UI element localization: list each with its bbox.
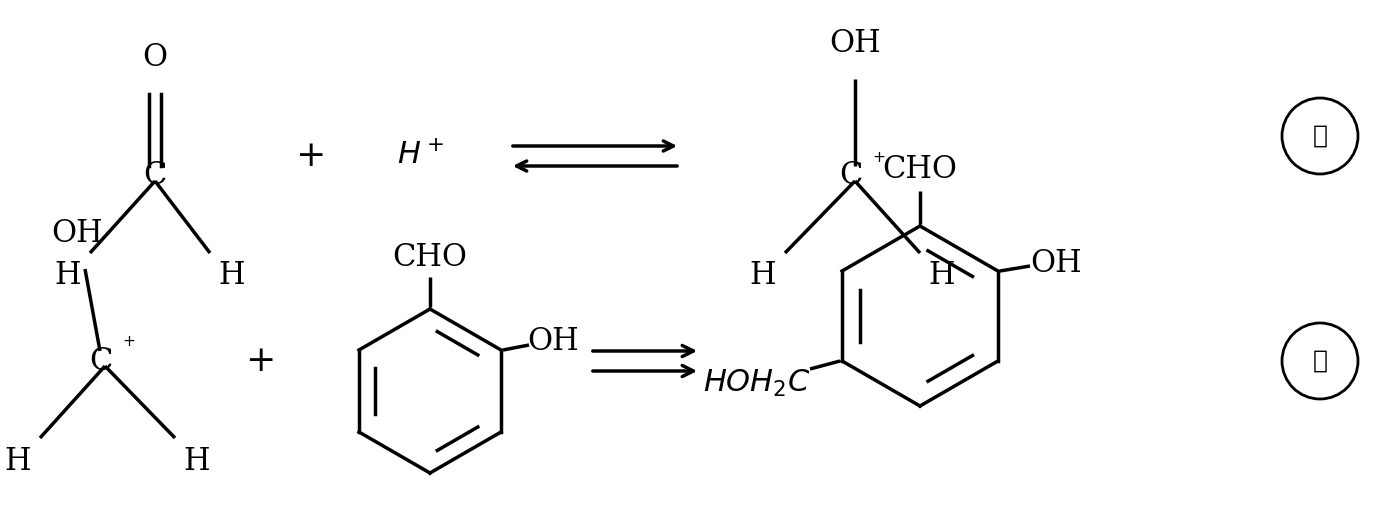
Text: $HOH_2C$: $HOH_2C$ xyxy=(703,367,811,398)
Text: H: H xyxy=(4,445,32,476)
Text: H: H xyxy=(749,261,777,292)
Text: CHO: CHO xyxy=(883,154,957,185)
Text: O: O xyxy=(143,42,168,73)
Text: OH: OH xyxy=(51,218,103,249)
Text: OH: OH xyxy=(1030,248,1082,279)
Text: H: H xyxy=(55,261,81,292)
Text: H: H xyxy=(184,445,210,476)
Text: C: C xyxy=(89,346,113,377)
Text: OH: OH xyxy=(527,327,579,358)
Text: CHO: CHO xyxy=(392,241,468,272)
Text: +: + xyxy=(294,139,324,173)
Text: H: H xyxy=(219,261,245,292)
Text: ②: ② xyxy=(1313,349,1327,373)
Text: $^+$: $^+$ xyxy=(869,150,886,172)
Text: C: C xyxy=(143,160,166,191)
Text: ①: ① xyxy=(1313,124,1327,148)
Text: $^+$: $^+$ xyxy=(118,335,135,357)
Text: $H^+$: $H^+$ xyxy=(396,140,443,171)
Text: +: + xyxy=(245,344,275,378)
Text: H: H xyxy=(928,261,956,292)
Text: OH: OH xyxy=(829,27,881,58)
Text: C: C xyxy=(839,160,862,191)
